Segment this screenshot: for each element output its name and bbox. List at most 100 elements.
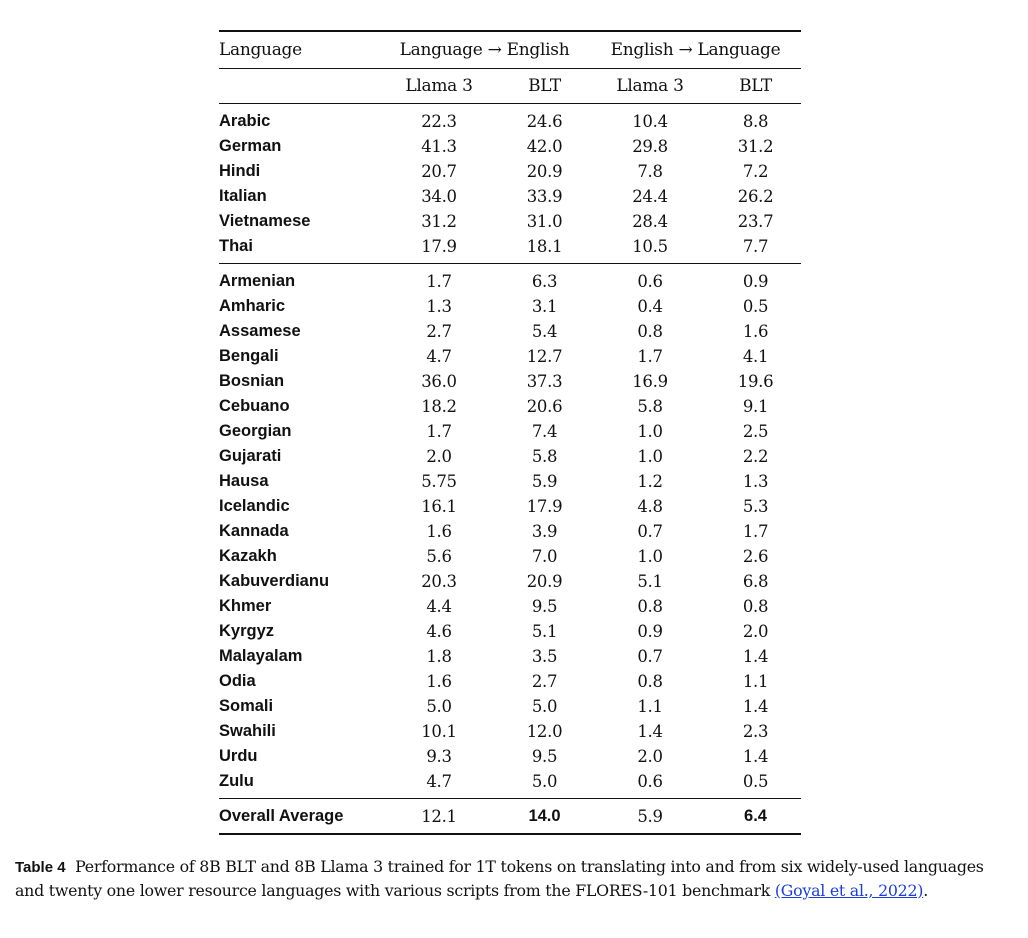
language-cell: Hindi	[219, 162, 261, 180]
to-english-llama-cell: 5.0	[426, 697, 452, 716]
language-cell: Swahili	[219, 722, 276, 740]
from-english-llama-cell: 16.9	[632, 372, 668, 391]
language-cell: Zulu	[219, 772, 254, 790]
from-english-blt-cell: 2.2	[742, 447, 769, 466]
from-english-blt-cell: 0.5	[742, 772, 769, 791]
low-resource-group: Armenian 1.7 6.3 0.6 0.9 Amharic 1.3 3.1 0.4 0.5 A…	[219, 263, 802, 799]
table-row: Khmer 4.4 9.5 0.8 0.8	[219, 594, 801, 619]
language-cell: Italian	[219, 187, 267, 205]
from-english-llama-cell: 0.8	[637, 322, 663, 341]
from-english-blt-cell: 2.6	[742, 547, 769, 566]
to-english-blt-cell: 5.1	[531, 622, 558, 641]
language-cell: Vietnamese	[219, 212, 311, 230]
from-english-blt-cell: 9.1	[742, 397, 769, 416]
citation-link[interactable]: (Goyal et al., 2022)	[774, 881, 924, 900]
table-row: Odia 1.6 2.7 0.8 1.1	[219, 669, 801, 694]
language-cell: Somali	[219, 697, 274, 715]
to-english-blt-cell: 20.9	[526, 572, 563, 591]
from-english-llama-cell: 28.4	[632, 212, 668, 231]
table-row: Assamese 2.7 5.4 0.8 1.6	[219, 319, 801, 344]
from-english-blt-cell: 6.8	[742, 572, 769, 591]
table-row: Icelandic 16.1 17.9 4.8 5.3	[219, 494, 801, 519]
language-cell: Urdu	[219, 747, 258, 765]
table-caption: Table 4 Performance of 8B BLT and 8B Lla…	[15, 855, 1007, 902]
to-english-llama-cell: 5.75	[421, 472, 457, 491]
table-row: Kazakh 5.6 7.0 1.0 2.6	[219, 544, 801, 569]
from-english-llama-cell: 5.1	[637, 572, 663, 591]
to-english-blt-cell: 5.0	[531, 697, 558, 716]
to-english-llama-cell: 4.7	[426, 772, 452, 791]
from-english-llama-cell: 4.8	[637, 497, 663, 516]
from-english-blt-cell: 1.4	[742, 747, 769, 766]
from-english-llama-cell: 0.6	[590, 263, 711, 294]
to-english-blt-cell: 24.6	[526, 112, 563, 131]
language-cell: Bengali	[219, 347, 279, 365]
language-cell: Georgian	[219, 422, 292, 440]
to-english-llama-cell: 31.2	[421, 212, 457, 231]
to-english-blt-cell: 42.0	[526, 137, 563, 156]
to-english-llama-cell: 4.7	[426, 347, 452, 366]
language-cell: Malayalam	[219, 647, 303, 665]
from-english-blt-header: BLT	[710, 68, 802, 104]
language-cell: Odia	[219, 672, 256, 690]
language-cell: Icelandic	[219, 497, 290, 515]
to-english-llama-cell: 18.2	[421, 397, 457, 416]
to-english-blt-cell: 18.1	[526, 237, 563, 256]
from-english-blt-cell: 2.0	[742, 622, 769, 641]
to-english-llama-cell: 1.6	[426, 672, 452, 691]
to-english-llama-cell: 17.9	[421, 237, 457, 256]
to-english-llama-cell: 10.1	[421, 722, 457, 741]
table-row: Hindi 20.7 20.9 7.8 7.2	[219, 159, 801, 184]
caption-text: Performance of 8B BLT and 8B Llama 3 tra…	[15, 857, 984, 900]
from-english-llama-cell: 2.0	[637, 747, 663, 766]
to-english-llama-cell: 4.6	[426, 622, 452, 641]
table-row: Malayalam 1.8 3.5 0.7 1.4	[219, 644, 801, 669]
to-english-blt-cell: 6.3	[499, 263, 591, 294]
to-english-blt-cell: 17.9	[526, 497, 563, 516]
from-english-blt-cell: 1.3	[742, 472, 769, 491]
from-english-llama-cell: 29.8	[632, 137, 668, 156]
to-english-blt-cell: 20.6	[526, 397, 563, 416]
table-row: Armenian 1.7 6.3 0.6 0.9	[219, 263, 802, 294]
from-english-blt-cell: 26.2	[737, 187, 774, 206]
from-english-llama-cell: 10.5	[632, 237, 668, 256]
table-row: Gujarati 2.0 5.8 1.0 2.2	[219, 444, 801, 469]
table-row: Bosnian 36.0 37.3 16.9 19.6	[219, 369, 801, 394]
from-english-llama-cell: 0.7	[637, 647, 663, 666]
to-english-llama-header: Llama 3	[379, 68, 499, 104]
from-english-llama-cell: 0.4	[637, 297, 663, 316]
from-english-group-header: English → Language	[590, 30, 802, 69]
header-row-groups: Language Language → English English → La…	[219, 30, 802, 69]
high-resource-group: Arabic 22.3 24.6 10.4 8.8 German 41.3 42.0 29.8 3…	[219, 104, 801, 264]
average-to-english-blt: 14.0	[499, 798, 591, 835]
language-cell: Arabic	[219, 112, 271, 130]
from-english-blt-cell: 8.8	[742, 112, 769, 131]
table-row: Thai 17.9 18.1 10.5 7.7	[219, 234, 801, 264]
to-english-blt-cell: 5.8	[531, 447, 558, 466]
to-english-blt-cell: 12.7	[526, 347, 563, 366]
language-cell: Kannada	[219, 522, 289, 540]
to-english-blt-cell: 3.5	[531, 647, 558, 666]
to-english-group-header: Language → English	[379, 30, 591, 69]
from-english-llama-cell: 0.8	[637, 672, 663, 691]
table-row: Italian 34.0 33.9 24.4 26.2	[219, 184, 801, 209]
from-english-blt-cell: 1.7	[742, 522, 769, 541]
from-english-blt-cell: 23.7	[737, 212, 774, 231]
language-cell: Khmer	[219, 597, 272, 615]
language-cell: Thai	[219, 237, 253, 255]
to-english-llama-cell: 9.3	[426, 747, 452, 766]
to-english-blt-cell: 9.5	[531, 747, 558, 766]
table-row: Cebuano 18.2 20.6 5.8 9.1	[219, 394, 801, 419]
from-english-llama-cell: 0.9	[637, 622, 663, 641]
to-english-llama-cell: 1.7	[379, 263, 499, 294]
language-cell: Armenian	[219, 263, 379, 294]
from-english-llama-cell: 1.0	[637, 547, 663, 566]
language-cell: Assamese	[219, 322, 301, 340]
from-english-blt-cell: 2.5	[742, 422, 769, 441]
to-english-blt-cell: 37.3	[526, 372, 563, 391]
to-english-blt-cell: 9.5	[531, 597, 558, 616]
to-english-llama-cell: 4.4	[426, 597, 452, 616]
table-header: Language Language → English English → La…	[219, 30, 802, 104]
caption-end: .	[923, 881, 928, 900]
to-english-blt-cell: 12.0	[526, 722, 563, 741]
